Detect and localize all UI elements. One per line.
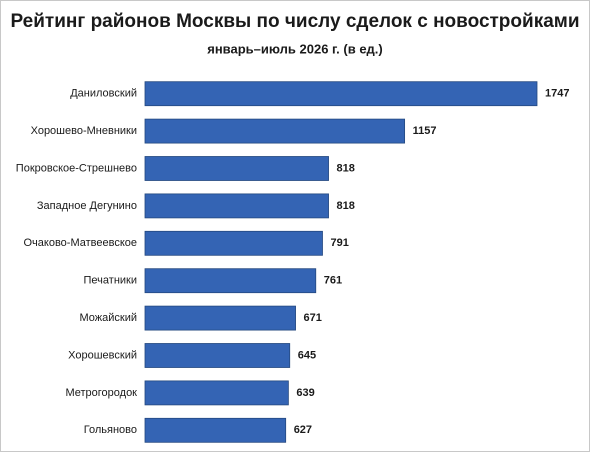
y-tick-label: Гольяново bbox=[84, 424, 137, 436]
y-tick-label: Метрогородок bbox=[65, 387, 137, 399]
y-tick-label: Хорошевский bbox=[68, 349, 137, 361]
y-tick-label: Западное Дегунино bbox=[37, 200, 137, 212]
y-tick-label: Можайский bbox=[79, 312, 137, 324]
chart-subtitle: январь–июль 2026 г. (в ед.) bbox=[207, 41, 383, 56]
y-tick-label: Хорошево-Мневники bbox=[31, 125, 137, 137]
data-label: 761 bbox=[324, 275, 342, 287]
data-label: 818 bbox=[337, 162, 355, 174]
bar bbox=[144, 343, 291, 368]
y-tick-label: Покровское-Стрешнево bbox=[16, 162, 137, 174]
bar bbox=[144, 156, 329, 181]
bar bbox=[144, 417, 287, 443]
data-label: 639 bbox=[296, 387, 314, 399]
bar bbox=[144, 268, 317, 294]
bar bbox=[144, 118, 406, 144]
data-label: 1747 bbox=[545, 88, 569, 100]
bar bbox=[144, 230, 323, 256]
data-label: 627 bbox=[294, 424, 312, 436]
data-label: 645 bbox=[298, 349, 316, 361]
bar bbox=[144, 193, 329, 219]
data-label: 1157 bbox=[413, 125, 437, 137]
data-label: 818 bbox=[337, 200, 355, 212]
y-tick-label: Даниловский bbox=[70, 88, 137, 100]
y-tick-label: Очаково-Матвеевское bbox=[23, 237, 137, 249]
y-tick-label: Печатники bbox=[84, 275, 137, 287]
bar bbox=[144, 380, 289, 406]
bar bbox=[144, 81, 538, 107]
data-label: 671 bbox=[304, 312, 322, 324]
bar bbox=[144, 305, 296, 331]
chart-title: Рейтинг районов Москвы по числу сделок с… bbox=[10, 11, 579, 32]
data-label: 791 bbox=[330, 237, 348, 249]
